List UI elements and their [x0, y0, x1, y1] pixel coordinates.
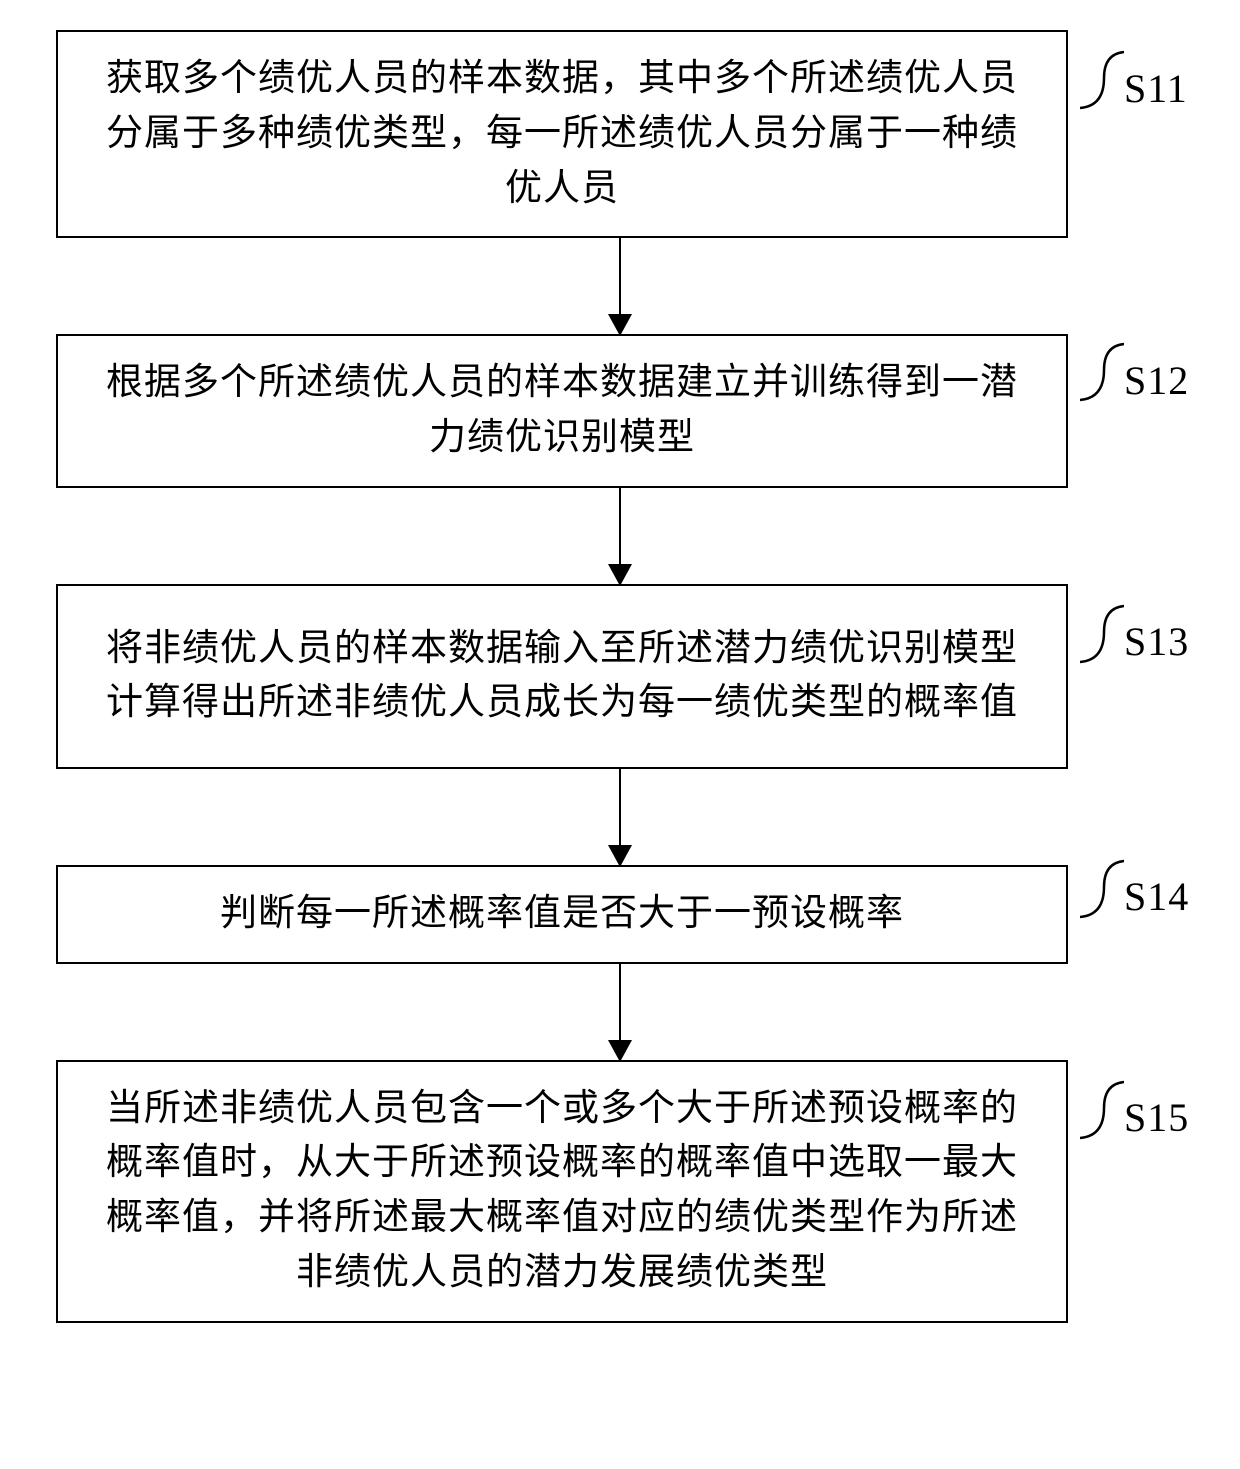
step-box-s11: 获取多个绩优人员的样本数据，其中多个所述绩优人员分属于多种绩优类型，每一所述绩优…: [56, 30, 1068, 238]
step-label-text: S15: [1124, 1094, 1189, 1141]
step-row-s12: 根据多个所述绩优人员的样本数据建立并训练得到一潜力绩优识别模型 S12: [56, 334, 1184, 488]
step-label-s12: S12: [1080, 340, 1190, 420]
step-text: 将非绩优人员的样本数据输入至所述潜力绩优识别模型计算得出所述非绩优人员成长为每一…: [94, 622, 1030, 732]
arrow-wrap: [114, 238, 1126, 334]
step-text: 根据多个所述绩优人员的样本数据建立并训练得到一潜力绩优识别模型: [94, 356, 1030, 466]
arrow-wrap: [114, 769, 1126, 865]
curve-connector-icon: [1080, 857, 1124, 937]
step-label-text: S11: [1124, 65, 1188, 112]
step-label-text: S14: [1124, 873, 1189, 920]
step-label-text: S13: [1124, 618, 1189, 665]
curve-connector-icon: [1080, 1078, 1124, 1158]
step-row-s11: 获取多个绩优人员的样本数据，其中多个所述绩优人员分属于多种绩优类型，每一所述绩优…: [56, 30, 1184, 238]
arrow-wrap: [114, 488, 1126, 584]
step-box-s12: 根据多个所述绩优人员的样本数据建立并训练得到一潜力绩优识别模型: [56, 334, 1068, 488]
step-label-s13: S13: [1080, 602, 1190, 682]
arrow-down-icon: [619, 964, 622, 1060]
step-label-s14: S14: [1080, 857, 1190, 937]
step-label-s15: S15: [1080, 1078, 1190, 1158]
step-row-s14: 判断每一所述概率值是否大于一预设概率 S14: [56, 865, 1184, 964]
step-label-s11: S11: [1080, 48, 1190, 128]
curve-connector-icon: [1080, 602, 1124, 682]
arrow-down-icon: [619, 238, 622, 334]
step-text: 获取多个绩优人员的样本数据，其中多个所述绩优人员分属于多种绩优类型，每一所述绩优…: [94, 52, 1030, 216]
flowchart-container: 获取多个绩优人员的样本数据，其中多个所述绩优人员分属于多种绩优类型，每一所述绩优…: [56, 30, 1184, 1323]
step-box-s13: 将非绩优人员的样本数据输入至所述潜力绩优识别模型计算得出所述非绩优人员成长为每一…: [56, 584, 1068, 769]
step-text: 判断每一所述概率值是否大于一预设概率: [220, 887, 904, 942]
step-row-s13: 将非绩优人员的样本数据输入至所述潜力绩优识别模型计算得出所述非绩优人员成长为每一…: [56, 584, 1184, 769]
curve-connector-icon: [1080, 48, 1124, 128]
arrow-down-icon: [619, 769, 622, 865]
step-row-s15: 当所述非绩优人员包含一个或多个大于所述预设概率的概率值时，从大于所述预设概率的概…: [56, 1060, 1184, 1323]
curve-connector-icon: [1080, 340, 1124, 420]
step-text: 当所述非绩优人员包含一个或多个大于所述预设概率的概率值时，从大于所述预设概率的概…: [94, 1082, 1030, 1301]
step-label-text: S12: [1124, 357, 1189, 404]
arrow-down-icon: [619, 488, 622, 584]
arrow-wrap: [114, 964, 1126, 1060]
step-box-s15: 当所述非绩优人员包含一个或多个大于所述预设概率的概率值时，从大于所述预设概率的概…: [56, 1060, 1068, 1323]
step-box-s14: 判断每一所述概率值是否大于一预设概率: [56, 865, 1068, 964]
